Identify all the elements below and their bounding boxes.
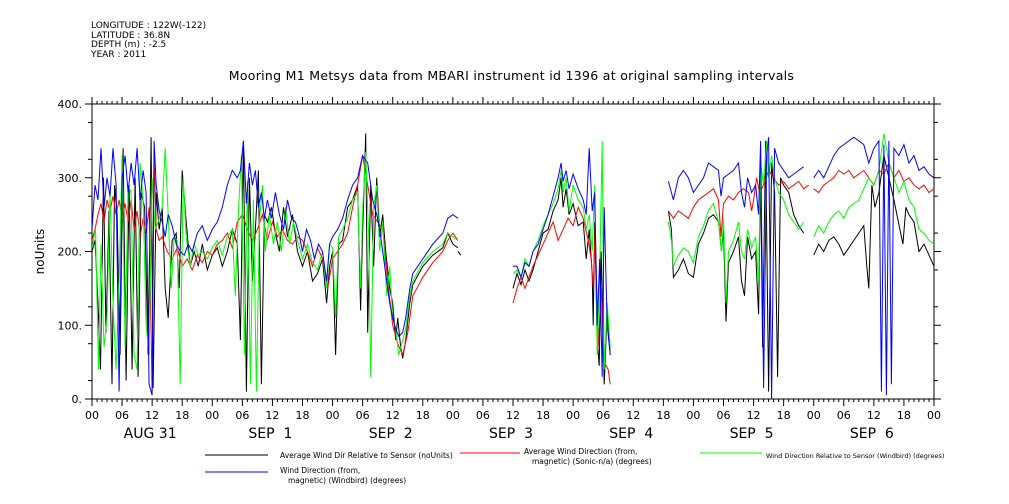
legend-label-line: magnetic) (Windbird) (degrees) [288,476,406,485]
legend-label-line: Average Wind Direction (from, [524,447,637,456]
x-hour-label: 18 [416,409,430,422]
plot-area [92,133,934,399]
x-hour-label: 12 [506,409,520,422]
chart-title-wrap: Mooring M1 Metsys data from MBARI instru… [0,68,1009,83]
series-2-line [512,205,611,385]
chart-legend: Average Wind Dir Relative to Sensor (noU… [205,447,944,485]
series-3 [92,133,934,392]
x-date-label: SEP 5 [730,426,774,442]
latitude-label: LATITUDE : 36.8N [91,30,171,41]
series-group [92,133,934,399]
x-hour-label: 18 [175,409,189,422]
x-hour-label: 00 [927,409,941,422]
x-date-label: SEP 6 [850,426,894,442]
x-hour-label: 06 [596,409,610,422]
x-hour-label: 00 [85,409,99,422]
x-date-label: SEP 1 [248,426,292,442]
x-date-label: SEP 4 [609,426,653,442]
x-hour-label: 12 [626,409,640,422]
series-4-line [92,140,459,396]
x-hour-label: 18 [777,409,791,422]
series-4-line [513,148,611,377]
series-1-line [667,140,805,392]
y-tick-label: 300. [58,172,83,185]
series-3-line [667,140,805,304]
y-tick-label: 100. [58,319,83,332]
x-date-label: SEP 2 [369,426,413,442]
x-hour-label: 12 [265,409,279,422]
series-1-line [813,155,934,289]
legend-label-line: Wind Direction Relative to Sensor (Windb… [766,452,944,460]
x-hour-label: 18 [536,409,550,422]
series-3-line [813,133,934,245]
x-hour-label: 00 [205,409,219,422]
legend-label-2: Average Wind Direction (from, magnetic) (… [524,447,652,466]
year-label: YEAR : 2011 [91,49,147,60]
chart-axes: 0. 100. 200. 300. 400. noUnits 00 06 12 18 00 06 12 1… [33,97,941,442]
x-hour-label: 06 [235,409,249,422]
series-2-line [813,161,934,194]
chart-title: Mooring M1 Metsys data from MBARI instru… [228,68,795,83]
x-hour-label: 00 [807,409,821,422]
y-tick-label: 200. [58,246,83,259]
legend-label-line: Wind Direction (from, [280,466,360,475]
legend-label-3: Wind Direction Relative to Sensor (Windb… [766,452,944,460]
depth-label: DEPTH (m) : -2.5 [91,40,167,50]
x-hour-label: 18 [656,409,670,422]
x-hour-label: 00 [326,409,340,422]
x-hour-label: 00 [566,409,580,422]
x-date-label: SEP 3 [489,426,533,442]
legend-label-1: Average Wind Dir Relative to Sensor (noU… [280,451,453,460]
series-1-line [92,133,459,392]
longitude-label: LONGITUDE : 122W(-122) [91,21,207,31]
x-hour-label: 06 [476,409,490,422]
x-hour-label: 12 [747,409,761,422]
legend-label-line: magnetic) (Sonic-n/a) (degrees) [532,457,652,466]
x-hour-label: 06 [717,409,731,422]
x-hour-label: 18 [897,409,911,422]
x-date-label: AUG 31 [124,426,177,442]
series-1 [92,133,934,392]
y-tick-label: 0. [72,393,83,406]
series-4 [92,136,934,399]
x-hour-label: 18 [296,409,310,422]
x-hour-label: 00 [446,409,460,422]
legend-label-4: Wind Direction (from, magnetic) (Windbird… [280,466,406,485]
legend-label-line: Average Wind Dir Relative to Sensor (noU… [280,451,453,460]
y-axis-label: noUnits [33,229,47,275]
x-hour-label: 06 [837,409,851,422]
mooring-metadata: LONGITUDE : 122W(-122) LATITUDE : 36.8N … [91,21,207,60]
series-4-line [813,136,934,396]
x-hour-label: 12 [867,409,881,422]
series-1-line [457,251,462,256]
series-3-line [92,148,459,392]
x-hour-label: 12 [145,409,159,422]
x-hour-label: 06 [115,409,129,422]
x-hour-label: 12 [386,409,400,422]
y-tick-label: 400. [58,98,83,111]
x-hour-label: 00 [686,409,700,422]
series-4-line [667,137,804,399]
x-hour-label: 06 [356,409,370,422]
